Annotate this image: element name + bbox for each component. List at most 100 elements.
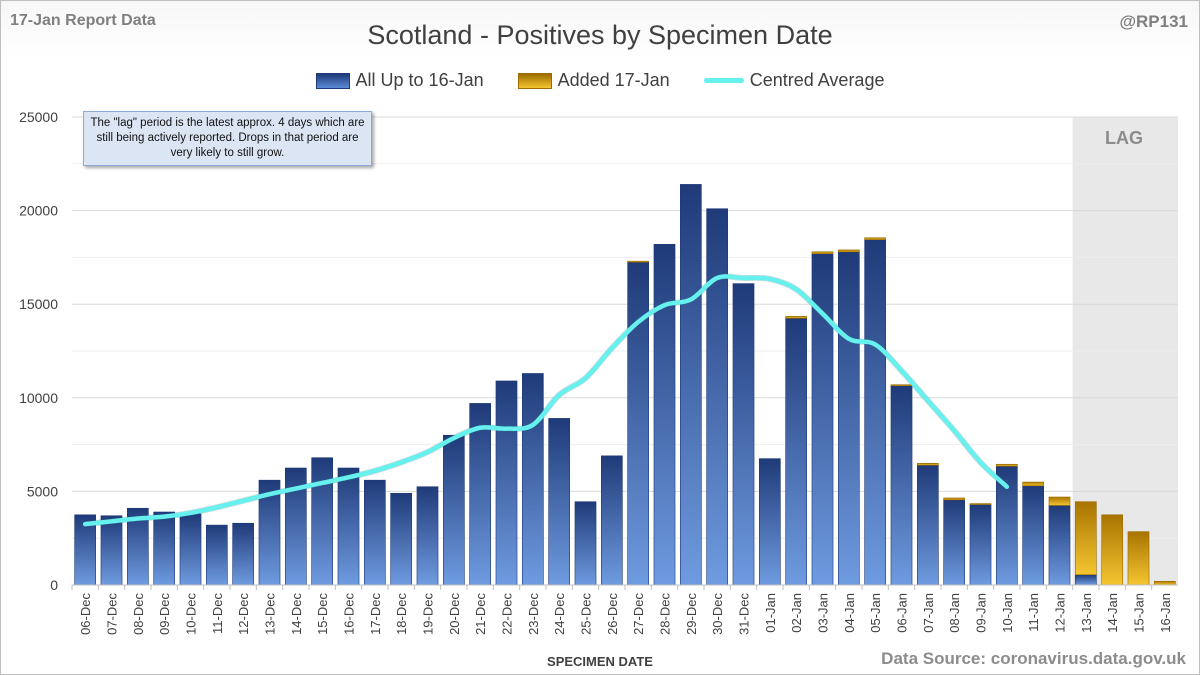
y-tick-label: 5000	[27, 483, 58, 499]
x-tick-label: 08-Dec	[131, 593, 146, 635]
x-tick-label: 18-Dec	[394, 593, 409, 635]
bar-all-up-to-23-Dec	[521, 373, 544, 586]
x-tick-label: 10-Dec	[184, 593, 199, 635]
bar-added-15-Jan	[1127, 531, 1150, 586]
x-tick-label: 06-Jan	[895, 593, 910, 633]
bar-all-up-to-22-Dec	[495, 380, 518, 586]
bar-added-10-Jan	[995, 463, 1018, 467]
bar-all-up-to-20-Dec	[442, 434, 465, 586]
x-tick-label: 27-Dec	[631, 593, 646, 635]
bar-added-05-Jan	[864, 237, 887, 240]
x-tick-label: 15-Jan	[1132, 593, 1147, 633]
x-tick-label: 09-Dec	[157, 593, 172, 635]
bar-all-up-to-02-Jan	[785, 317, 808, 586]
bar-all-up-to-12-Dec	[232, 522, 254, 586]
bar-all-up-to-07-Dec	[100, 515, 123, 586]
bar-all-up-to-08-Jan	[943, 499, 966, 586]
bar-added-27-Dec	[627, 260, 650, 263]
x-tick-label: 26-Dec	[605, 593, 620, 635]
data-source-label: Data Source: coronavirus.data.gov.uk	[881, 649, 1186, 668]
legend-label-added: Added 17-Jan	[557, 70, 670, 90]
bar-all-up-to-11-Dec	[206, 524, 228, 586]
x-tick-label: 15-Dec	[315, 593, 330, 635]
bar-all-up-to-04-Jan	[837, 251, 860, 586]
legend-swatch-line	[703, 78, 744, 83]
bar-all-up-to-26-Dec	[600, 455, 623, 586]
legend-swatch-gold	[517, 72, 552, 89]
x-axis-title: SPECIMEN DATE	[547, 654, 653, 669]
bar-added-08-Jan	[943, 497, 966, 501]
bar-added-04-Jan	[837, 249, 860, 253]
x-tick-label: 23-Dec	[526, 593, 541, 635]
bar-all-up-to-17-Dec	[363, 479, 386, 586]
x-tick-label: 29-Dec	[684, 593, 699, 635]
bar-added-13-Jan	[1075, 501, 1097, 576]
x-tick-label: 19-Dec	[421, 593, 436, 635]
x-tick-label: 10-Jan	[1000, 593, 1015, 633]
bar-all-up-to-28-Dec	[653, 243, 676, 586]
bar-added-12-Jan	[1048, 496, 1071, 506]
x-tick-label: 11-Jan	[1026, 593, 1041, 632]
bar-all-up-to-01-Jan	[758, 458, 781, 586]
legend-item-all-up-to: All Up to 16-Jan	[315, 70, 484, 91]
bar-all-up-to-24-Dec	[548, 418, 571, 586]
y-tick-label: 0	[50, 577, 58, 593]
x-tick-label: 20-Dec	[447, 593, 462, 635]
bar-added-14-Jan	[1101, 514, 1123, 586]
x-tick-label: 05-Jan	[868, 593, 883, 633]
y-tick-label: 10000	[19, 390, 58, 406]
legend-swatch-blue	[315, 72, 350, 89]
x-tick-label: 02-Jan	[789, 593, 804, 633]
x-tick-label: 01-Jan	[763, 593, 778, 633]
x-tick-label: 24-Dec	[552, 593, 567, 635]
x-tick-label: 22-Dec	[500, 593, 515, 635]
bar-added-06-Jan	[890, 384, 913, 386]
bar-all-up-to-07-Jan	[916, 464, 939, 586]
bar-all-up-to-10-Dec	[179, 513, 202, 586]
x-tick-label: 04-Jan	[842, 593, 857, 633]
legend: All Up to 16-Jan Added 17-Jan Centred Av…	[0, 70, 1200, 91]
x-tick-label: 31-Dec	[737, 593, 752, 635]
bar-all-up-to-11-Jan	[1022, 485, 1045, 586]
bar-added-09-Jan	[969, 503, 992, 505]
x-tick-label: 16-Dec	[342, 593, 357, 635]
x-tick-label: 30-Dec	[710, 593, 725, 635]
x-tick-label: 12-Dec	[236, 593, 251, 635]
legend-label-average: Centred Average	[749, 70, 885, 90]
legend-item-added: Added 17-Jan	[517, 70, 670, 91]
legend-item-average: Centred Average	[703, 70, 885, 91]
bar-all-up-to-15-Dec	[311, 457, 333, 586]
bar-all-up-to-27-Dec	[627, 261, 650, 586]
bar-all-up-to-09-Jan	[969, 504, 992, 586]
bar-added-07-Jan	[916, 463, 939, 466]
y-tick-label: 15000	[19, 296, 58, 312]
bar-added-02-Jan	[785, 316, 808, 319]
bar-all-up-to-30-Dec	[706, 208, 729, 586]
bar-all-up-to-05-Jan	[864, 239, 887, 586]
x-tick-label: 03-Jan	[816, 593, 831, 633]
x-tick-label: 12-Jan	[1053, 593, 1068, 633]
chart-title: Scotland - Positives by Specimen Date	[367, 20, 833, 50]
x-tick-label: 13-Dec	[263, 593, 278, 635]
x-tick-label: 11-Dec	[210, 593, 225, 634]
author-handle: @RP131	[1119, 12, 1188, 31]
bar-added-03-Jan	[811, 251, 834, 254]
x-tick-label: 08-Jan	[947, 593, 962, 633]
x-tick-label: 09-Jan	[974, 593, 989, 633]
x-tick-label: 17-Dec	[368, 593, 383, 635]
x-tick-label: 21-Dec	[473, 593, 488, 635]
x-tick-label: 07-Dec	[105, 593, 120, 635]
bar-added-16-Jan	[1154, 580, 1176, 586]
lag-note: The "lag" period is the latest approx. 4…	[83, 111, 372, 166]
centred-average-line	[82, 274, 1010, 527]
x-tick-label: 25-Dec	[579, 593, 594, 635]
bar-all-up-to-31-Dec	[732, 283, 755, 586]
y-tick-label: 20000	[19, 203, 58, 219]
bar-all-up-to-12-Jan	[1048, 505, 1071, 586]
bar-all-up-to-25-Dec	[574, 501, 597, 586]
x-tick-label: 07-Jan	[921, 593, 936, 633]
x-tick-label: 14-Dec	[289, 593, 304, 635]
x-tick-label: 14-Jan	[1105, 593, 1120, 633]
x-tick-label: 13-Jan	[1079, 593, 1094, 633]
x-tick-label: 06-Dec	[78, 593, 93, 635]
